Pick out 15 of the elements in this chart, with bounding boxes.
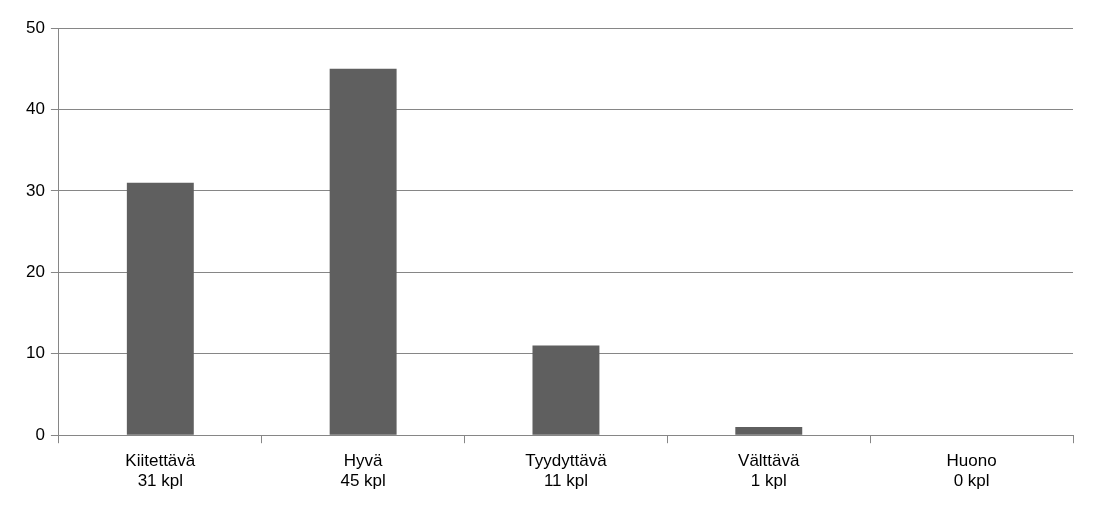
bar xyxy=(735,427,803,435)
bar xyxy=(329,68,397,435)
y-tick-label: 50 xyxy=(25,17,45,37)
x-tick-label: Tyydyttävä 11 kpl xyxy=(525,451,608,491)
bar xyxy=(126,182,194,435)
y-tick-label: 10 xyxy=(25,343,45,363)
x-tick-label: Hyvä 45 kpl xyxy=(340,451,386,491)
x-tick-label: Välttävä 1 kpl xyxy=(738,451,801,491)
y-tick-label: 20 xyxy=(25,262,45,282)
x-tick-label: Huono 0 kpl xyxy=(946,451,997,491)
x-tick-label: Kiitettävä 31 kpl xyxy=(125,451,196,491)
y-tick-label: 0 xyxy=(35,424,45,444)
bar xyxy=(532,345,600,435)
y-tick-label: 30 xyxy=(25,180,45,200)
y-tick-label: 40 xyxy=(25,99,45,119)
